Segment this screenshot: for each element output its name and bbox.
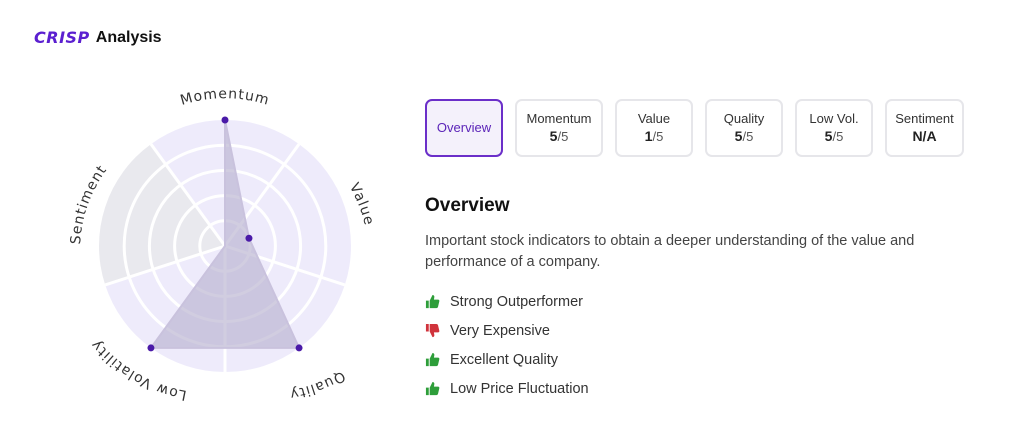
radar-sector	[225, 144, 351, 285]
factor-text: Very Expensive	[450, 322, 550, 339]
tab-label: Momentum	[526, 110, 592, 126]
thumbs-down-icon	[425, 323, 440, 338]
tab-score: N/A	[912, 127, 937, 144]
tab-low-vol[interactable]: Low Vol. 5/5	[795, 99, 873, 157]
factor-text: Strong Outperformer	[450, 293, 583, 310]
tab-label: Value	[637, 110, 671, 126]
thumbs-up-icon	[425, 381, 440, 396]
axis-label-quality: Quality	[288, 368, 348, 403]
tab-score: 1/5	[644, 127, 664, 144]
tab-label: Sentiment	[895, 110, 954, 126]
overview-description: Important stock indicators to obtain a d…	[425, 233, 915, 270]
axis-label-momentum: Momentum	[179, 86, 272, 109]
data-point-value	[245, 234, 253, 242]
score-tabs: Overview Momentum 5/5 Value 1/5 Quality …	[425, 99, 964, 157]
list-item: Excellent Quality	[425, 345, 589, 374]
grid-spoke	[149, 143, 227, 247]
tab-label: Quality	[723, 110, 765, 126]
tab-score: 5/5	[549, 127, 569, 144]
list-item: Strong Outperformer	[425, 287, 589, 316]
factor-list: Strong Outperformer Very Expensive Excel…	[425, 287, 589, 403]
tab-sentiment[interactable]: Sentiment N/A	[885, 99, 964, 157]
tab-score: 5/5	[734, 127, 754, 144]
radar-sector	[98, 144, 225, 285]
grid-spoke	[104, 244, 226, 287]
data-point-low-volatility	[147, 344, 155, 352]
tab-quality[interactable]: Quality 5/5	[705, 99, 783, 157]
thumbs-up-icon	[425, 294, 440, 309]
data-point-quality	[295, 344, 303, 352]
list-item: Very Expensive	[425, 316, 589, 345]
tab-label: Low Vol.	[809, 110, 859, 126]
thumbs-up-icon	[425, 352, 440, 367]
factor-text: Excellent Quality	[450, 351, 558, 368]
page-title: Analysis	[95, 28, 162, 46]
app-header: CRISP Analysis	[34, 28, 162, 47]
crisp-logo: CRISP	[34, 28, 90, 47]
overview-heading: Overview	[425, 195, 510, 216]
data-point-momentum	[221, 116, 229, 124]
tab-overview[interactable]: Overview	[425, 99, 503, 157]
axis-label-value: Value	[346, 180, 377, 227]
score-polygon	[148, 119, 301, 349]
factor-text: Low Price Fluctuation	[450, 380, 589, 397]
list-item: Low Price Fluctuation	[425, 374, 589, 403]
tab-value[interactable]: Value 1/5	[615, 99, 693, 157]
tab-momentum[interactable]: Momentum 5/5	[515, 99, 603, 157]
radar-chart: Momentum Value Quality Low Volatility Se…	[68, 86, 377, 403]
tab-label: Overview	[436, 120, 492, 135]
tab-score: 5/5	[824, 127, 844, 144]
